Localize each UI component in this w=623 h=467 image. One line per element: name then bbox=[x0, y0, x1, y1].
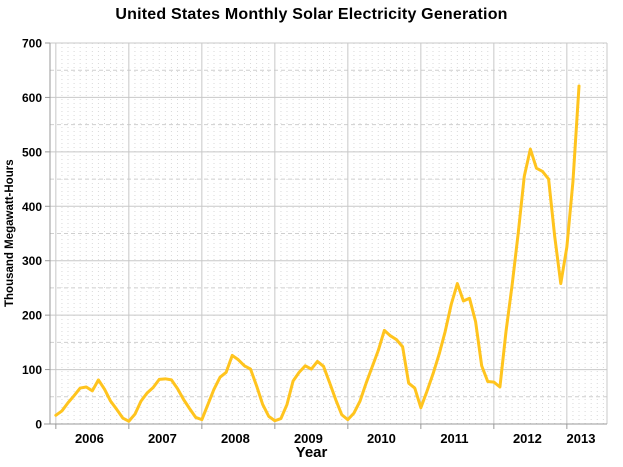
y-tick-label: 700 bbox=[22, 37, 42, 51]
y-tick-label: 600 bbox=[22, 91, 42, 105]
x-tick-label: 2010 bbox=[367, 431, 396, 446]
x-tick-label: 2012 bbox=[513, 431, 542, 446]
x-tick-label: 2009 bbox=[294, 431, 323, 446]
x-axis-label: Year bbox=[295, 444, 328, 461]
chart-title: United States Monthly Solar Electricity … bbox=[115, 6, 508, 23]
y-tick-label: 0 bbox=[35, 418, 42, 432]
x-tick-label: 2011 bbox=[440, 431, 468, 446]
x-tick-label: 2008 bbox=[221, 431, 250, 446]
y-tick-label: 200 bbox=[22, 309, 42, 323]
solar-generation-line bbox=[54, 84, 581, 423]
y-tick-label: 300 bbox=[22, 254, 42, 268]
y-tick-label: 500 bbox=[22, 145, 42, 159]
y-tick-label: 400 bbox=[22, 200, 42, 214]
x-tick-label: 2013 bbox=[567, 431, 596, 446]
x-tick-label: 2007 bbox=[148, 431, 177, 446]
x-tick-label: 2006 bbox=[75, 431, 104, 446]
y-tick-label: 100 bbox=[22, 363, 42, 377]
